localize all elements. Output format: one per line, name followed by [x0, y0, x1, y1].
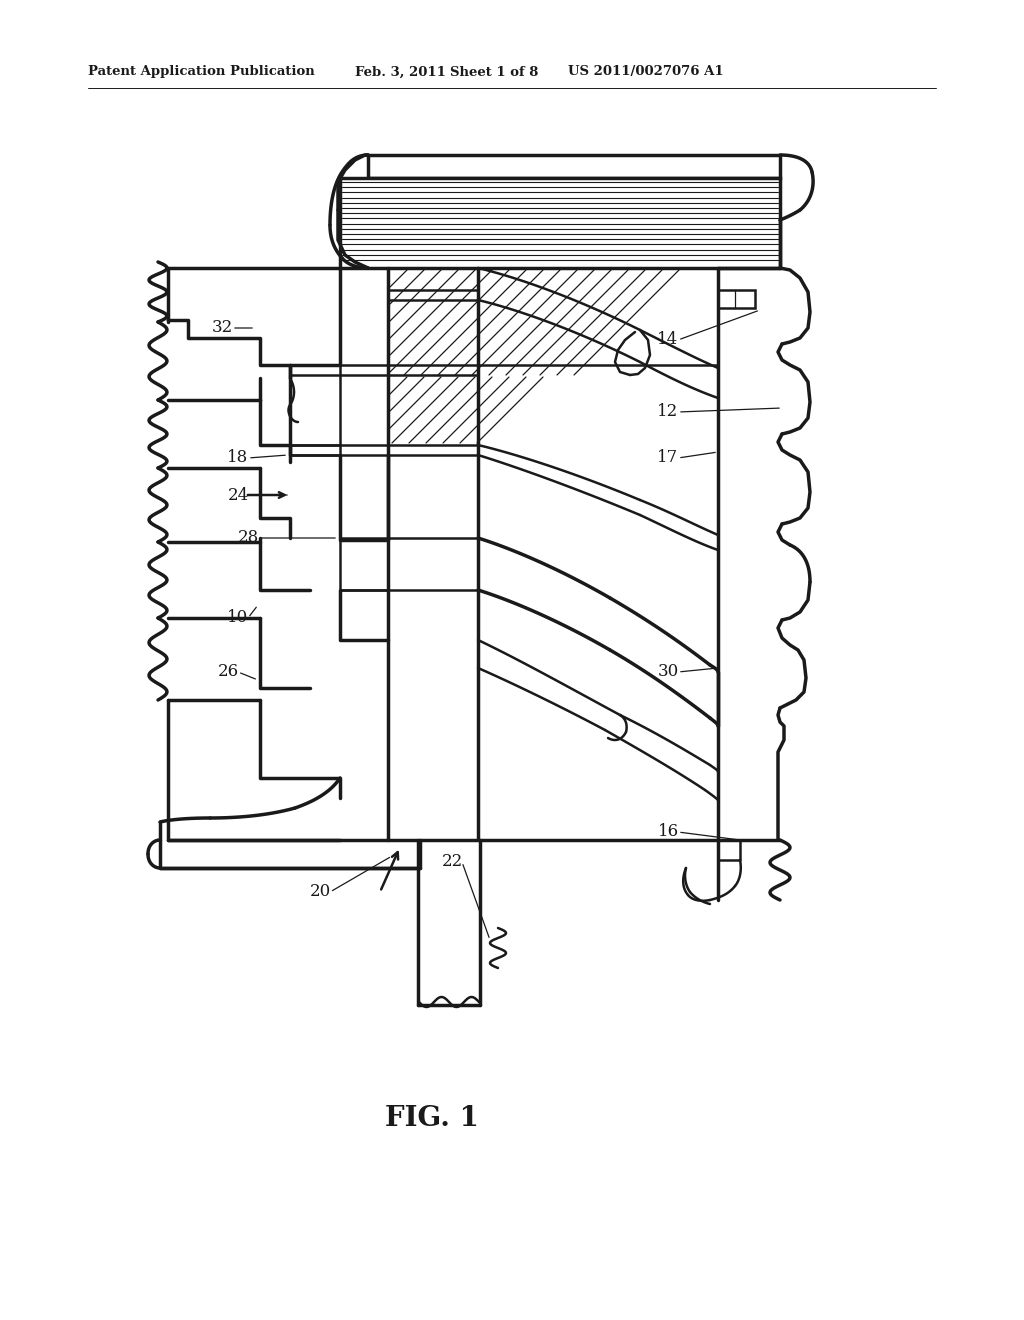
Text: 12: 12: [657, 404, 679, 421]
Text: Sheet 1 of 8: Sheet 1 of 8: [450, 66, 539, 78]
Text: 10: 10: [227, 610, 249, 627]
Text: 14: 14: [657, 331, 679, 348]
Text: 30: 30: [657, 664, 679, 681]
Text: 17: 17: [657, 450, 679, 466]
Text: 18: 18: [227, 450, 249, 466]
Text: Feb. 3, 2011: Feb. 3, 2011: [355, 66, 445, 78]
Text: 20: 20: [309, 883, 331, 900]
Polygon shape: [718, 290, 755, 308]
Text: 28: 28: [238, 529, 259, 546]
Text: 26: 26: [217, 664, 239, 681]
Polygon shape: [340, 178, 780, 268]
Text: 24: 24: [227, 487, 249, 503]
Text: Patent Application Publication: Patent Application Publication: [88, 66, 314, 78]
Text: 32: 32: [211, 319, 232, 337]
Text: 22: 22: [441, 854, 463, 870]
Text: 16: 16: [657, 824, 679, 841]
Text: FIG. 1: FIG. 1: [385, 1105, 479, 1131]
Text: US 2011/0027076 A1: US 2011/0027076 A1: [568, 66, 724, 78]
Polygon shape: [368, 154, 780, 178]
